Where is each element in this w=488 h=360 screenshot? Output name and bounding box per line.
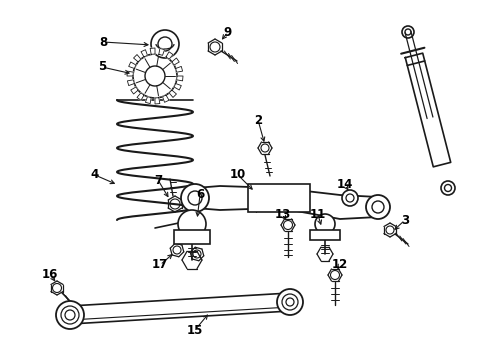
Text: 12: 12 [331,258,347,271]
Text: 8: 8 [99,36,107,49]
Polygon shape [145,97,151,104]
Polygon shape [162,95,169,102]
Text: 3: 3 [400,213,408,226]
Polygon shape [69,293,290,324]
Polygon shape [133,55,141,62]
Circle shape [440,181,454,195]
Circle shape [365,195,389,219]
Text: 13: 13 [274,208,290,221]
Polygon shape [174,84,181,90]
Circle shape [314,214,334,234]
Circle shape [401,26,413,38]
Circle shape [133,54,177,98]
Text: 7: 7 [154,174,162,186]
Polygon shape [176,76,183,81]
Polygon shape [127,80,134,86]
Polygon shape [127,71,133,76]
Polygon shape [175,67,182,72]
Text: 10: 10 [229,168,245,181]
Circle shape [56,301,84,329]
Polygon shape [130,87,138,94]
Circle shape [341,190,357,206]
Polygon shape [165,52,173,59]
Polygon shape [155,98,160,104]
Text: 5: 5 [98,60,106,73]
Text: 15: 15 [186,324,203,337]
Text: 17: 17 [152,258,168,271]
Polygon shape [128,62,136,68]
Bar [247,184,309,212]
Text: 4: 4 [91,168,99,181]
Polygon shape [141,50,147,57]
Text: 16: 16 [42,267,58,280]
Polygon shape [159,49,164,55]
Circle shape [276,289,303,315]
Text: 9: 9 [224,26,232,39]
Polygon shape [405,53,450,167]
Circle shape [178,210,205,238]
Polygon shape [137,93,143,100]
Polygon shape [150,48,155,54]
Circle shape [181,184,208,212]
Circle shape [151,30,179,58]
Text: 2: 2 [253,113,262,126]
Bar [174,230,209,244]
Text: 11: 11 [309,208,325,221]
Bar [309,230,339,240]
Text: 14: 14 [336,179,352,192]
Polygon shape [195,186,377,219]
Polygon shape [171,58,179,65]
Text: 6: 6 [196,189,203,202]
Polygon shape [169,90,176,98]
